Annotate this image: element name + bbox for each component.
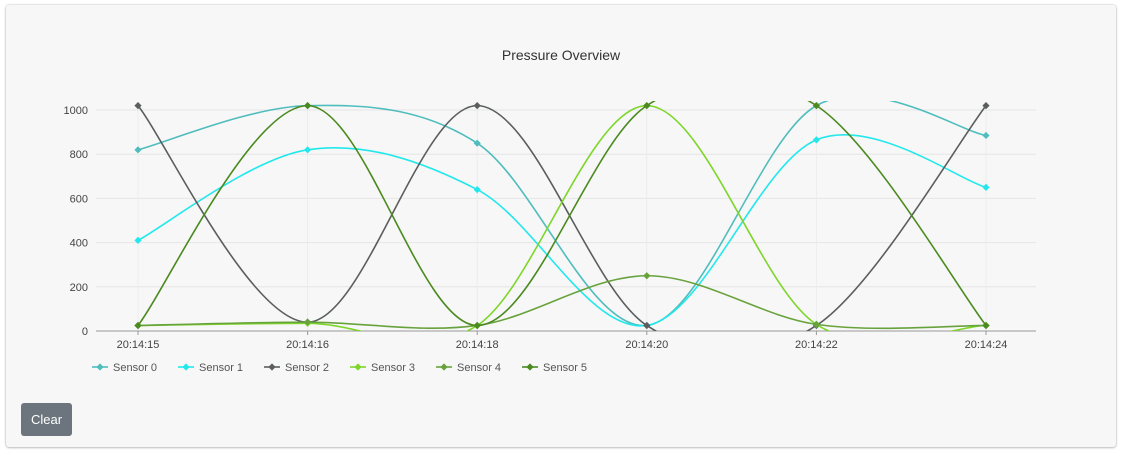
y-tick-label: 200 xyxy=(70,282,88,294)
x-tick-label: 20:14:20 xyxy=(625,339,668,351)
sensor-5-point xyxy=(473,321,481,330)
axes: 0 200 400 600 800 1000 20:14:15 20:14:16 20:14:1… xyxy=(64,105,1036,351)
chart-card: Pressure Overview 0 200 400 600 800 1000 20:14… xyxy=(6,5,1116,447)
sensor-4-line xyxy=(137,274,987,330)
sensor-4-point xyxy=(643,272,651,280)
legend-swatch-marker xyxy=(354,363,362,371)
legend-label: Sensor 4 xyxy=(457,362,501,374)
legend-label: Sensor 0 xyxy=(113,362,157,374)
x-tick-label: 20:14:24 xyxy=(965,339,1008,351)
x-tick-label: 20:14:15 xyxy=(117,339,160,351)
sensor-1-point xyxy=(982,183,990,191)
x-tick-label: 20:14:16 xyxy=(286,339,329,351)
sensor-1-point xyxy=(304,146,312,154)
sensor-5-point xyxy=(643,102,651,110)
grid xyxy=(96,109,1036,331)
series-layer xyxy=(134,101,990,331)
sensor-2-line xyxy=(137,104,987,331)
sensor-1-line xyxy=(137,134,987,327)
sensor-0-point xyxy=(134,146,142,154)
sensor-5-point xyxy=(134,321,142,330)
legend-label: Sensor 5 xyxy=(543,362,587,374)
legend-swatch-marker xyxy=(182,363,190,371)
sensor-4-point xyxy=(304,318,312,326)
sensor-0-point xyxy=(982,131,990,140)
sensor-3-line xyxy=(137,104,987,331)
legend-item-sensor-1[interactable]: Sensor 1 xyxy=(178,362,243,374)
sensor-1-point xyxy=(473,185,481,194)
sensor-0-point xyxy=(473,139,481,147)
y-tick-label: 600 xyxy=(70,193,88,205)
x-tick-label: 20:14:22 xyxy=(795,339,838,351)
legend-item-sensor-0[interactable]: Sensor 0 xyxy=(92,362,157,374)
legend-item-sensor-2[interactable]: Sensor 2 xyxy=(264,362,329,374)
legend-item-sensor-5[interactable]: Sensor 5 xyxy=(522,362,587,374)
legend-swatch-marker xyxy=(268,363,276,371)
legend-item-sensor-4[interactable]: Sensor 4 xyxy=(436,362,501,374)
legend-item-sensor-3[interactable]: Sensor 3 xyxy=(350,362,415,374)
sensor-5-point xyxy=(304,102,312,110)
legend-label: Sensor 3 xyxy=(371,362,415,374)
sensor-1-point xyxy=(812,136,820,144)
clear-button[interactable]: Clear xyxy=(21,403,72,436)
sensor-2-point xyxy=(982,102,990,110)
x-tick-label: 20:14:18 xyxy=(456,339,499,351)
y-tick-label: 400 xyxy=(70,238,88,250)
legend-swatch-marker xyxy=(440,363,448,371)
legend-label: Sensor 2 xyxy=(285,362,329,374)
y-tick-label: 0 xyxy=(82,326,88,338)
sensor-2-point xyxy=(473,102,481,110)
chart-title: Pressure Overview xyxy=(501,47,621,63)
legend-label: Sensor 1 xyxy=(199,362,243,374)
sensor-2-point xyxy=(643,321,651,330)
sensor-5-point xyxy=(982,321,990,330)
sensor-2-point xyxy=(134,102,142,110)
sensor-5-line xyxy=(137,101,987,327)
legend[interactable]: Sensor 0 Sensor 1 Sensor 2 Sensor 3 Sensor 4… xyxy=(92,362,587,374)
sensor-1-point xyxy=(134,236,142,245)
legend-swatch-marker xyxy=(96,363,104,371)
pressure-line-chart: 0 200 400 600 800 1000 20:14:15 20:14:16 20:14:1… xyxy=(64,101,1036,374)
y-tick-label: 800 xyxy=(70,149,88,161)
sensor-4-point xyxy=(812,320,820,328)
legend-swatch-marker xyxy=(526,363,534,371)
sensor-5-point xyxy=(812,102,820,110)
y-tick-label: 1000 xyxy=(64,105,88,117)
